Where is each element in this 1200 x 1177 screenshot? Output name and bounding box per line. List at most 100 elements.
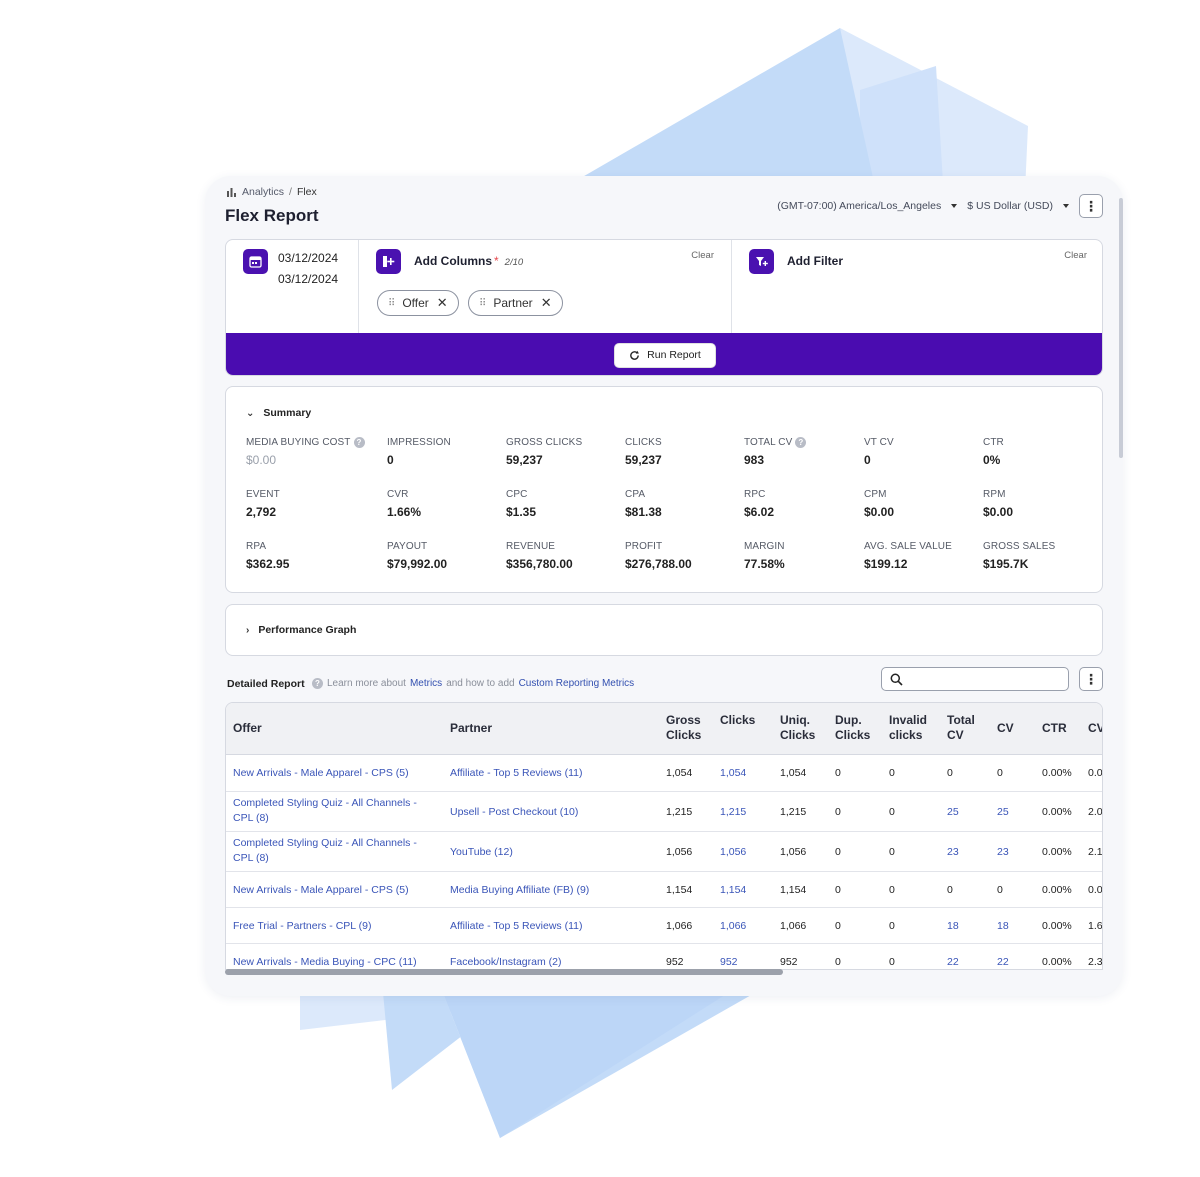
column-header[interactable]: Offer — [233, 721, 262, 735]
metric-label-text: RPM — [983, 489, 1006, 500]
drag-handle-icon[interactable]: ⠿ — [388, 297, 395, 309]
column-header[interactable]: Partner — [450, 721, 493, 735]
table-cell[interactable]: 1,054 — [720, 767, 747, 779]
metric-value: $362.95 — [246, 557, 290, 571]
partner-link[interactable]: Affiliate - Top 5 Reviews (11) — [450, 920, 583, 932]
column-header[interactable]: Gross Clicks — [666, 713, 702, 742]
column-header[interactable]: Clicks — [720, 713, 756, 727]
run-report-button[interactable]: Run Report — [614, 342, 716, 368]
learn-middle: and how to add — [446, 678, 515, 689]
table-cell[interactable]: 25 — [947, 806, 959, 818]
column-header[interactable]: Invalid clicks — [889, 713, 928, 742]
metric-label: GROSS SALES — [983, 541, 1055, 552]
more-options-button[interactable]: ⋮ — [1079, 194, 1103, 218]
table-cell: 0.00% — [1042, 884, 1072, 896]
table-cell[interactable]: 1,215 — [720, 806, 747, 818]
search-input[interactable] — [881, 667, 1069, 691]
timezone-select[interactable]: (GMT-07:00) America/Los_Angeles — [777, 200, 958, 212]
partner-link[interactable]: Facebook/Instagram (2) — [450, 956, 562, 968]
add-columns-label[interactable]: Add Columns * 2/10 — [414, 254, 523, 268]
table-cell[interactable]: 18 — [997, 920, 1009, 932]
table-cell: 0 — [997, 767, 1003, 779]
table-options-button[interactable]: ⋮ — [1079, 667, 1103, 691]
breadcrumb-separator: / — [289, 186, 292, 198]
metric-label: MARGIN — [744, 541, 785, 552]
date-range-picker[interactable]: 03/12/2024 03/12/2024 — [226, 240, 359, 333]
close-icon[interactable]: ✕ — [540, 295, 552, 310]
offer-link[interactable]: New Arrivals - Male Apparel - CPS (5) — [233, 884, 409, 896]
metric-total-cv: TOTAL CV? 983 — [744, 437, 807, 467]
column-header[interactable]: Total CV — [947, 713, 975, 742]
table-cell[interactable]: 952 — [720, 956, 738, 968]
breadcrumb: Analytics / Flex — [226, 186, 317, 198]
currency-select[interactable]: $ US Dollar (USD) — [967, 200, 1069, 212]
breadcrumb-analytics[interactable]: Analytics — [242, 186, 285, 198]
metric-label: EVENT — [246, 489, 280, 500]
table-cell[interactable]: 22 — [997, 956, 1009, 968]
metric-value: 77.58% — [744, 557, 785, 571]
metric-impression: IMPRESSION 0 — [387, 437, 451, 467]
filter-clear-button[interactable]: Clear — [1064, 250, 1087, 261]
table-cell[interactable]: 22 — [947, 956, 959, 968]
partner-link[interactable]: Affiliate - Top 5 Reviews (11) — [450, 767, 583, 779]
offer-link[interactable]: New Arrivals - Male Apparel - CPS (5) — [233, 767, 409, 779]
column-chip-partner[interactable]: ⠿ Partner ✕ — [468, 290, 563, 316]
metric-event: EVENT 2,792 — [246, 489, 280, 519]
vertical-scrollbar[interactable] — [1119, 198, 1123, 458]
close-icon[interactable]: ✕ — [436, 295, 448, 310]
offer-link[interactable]: Free Trial - Partners - CPL (9) — [233, 920, 372, 932]
drag-handle-icon[interactable]: ⠿ — [479, 297, 486, 309]
summary-toggle[interactable]: ⌄ Summary — [246, 407, 311, 419]
table-cell: 1,056 — [780, 846, 807, 858]
help-icon[interactable]: ? — [353, 437, 365, 448]
column-header[interactable]: Uniq. Clicks — [780, 713, 816, 742]
summary-panel: ⌄ Summary MEDIA BUYING COST? $0.00 IMPRESS… — [225, 386, 1103, 593]
column-header[interactable]: Dup. Clicks — [835, 713, 871, 742]
offer-link[interactable]: Completed Styling Quiz - All Channels - … — [233, 797, 417, 824]
table-cell[interactable]: 23 — [997, 846, 1009, 858]
table-cell[interactable]: 18 — [947, 920, 959, 932]
detailed-report-title: Detailed Report — [227, 678, 305, 690]
partner-link[interactable]: YouTube (12) — [450, 846, 513, 858]
performance-graph-toggle[interactable]: › Performance Graph — [246, 624, 356, 636]
table-cell[interactable]: 1,066 — [720, 920, 747, 932]
columns-clear-button[interactable]: Clear — [691, 250, 714, 261]
table-cell: 2.1 — [1088, 846, 1103, 858]
metric-cpm: CPM $0.00 — [864, 489, 894, 519]
metric-media-buying-cost: MEDIA BUYING COST? $0.00 — [246, 437, 365, 467]
table-cell[interactable]: 1,154 — [720, 884, 747, 896]
horizontal-scrollbar[interactable] — [225, 969, 783, 975]
table-cell: 0 — [889, 956, 895, 968]
partner-link[interactable]: Media Buying Affiliate (FB) (9) — [450, 884, 590, 896]
metric-value: $356,780.00 — [506, 557, 573, 571]
metric-value: 1.66% — [387, 505, 422, 519]
offer-link[interactable]: Completed Styling Quiz - All Channels - … — [233, 837, 417, 864]
summary-title: Summary — [263, 407, 312, 419]
chip-label: Partner — [493, 296, 533, 310]
table-cell: 0 — [889, 846, 895, 858]
add-filter-button[interactable]: Add Filter — [787, 254, 843, 268]
table-cell: 1,054 — [780, 767, 807, 779]
column-header[interactable]: CV — [997, 721, 1014, 735]
column-chip-offer[interactable]: ⠿ Offer ✕ — [377, 290, 459, 316]
table-cell: 1,154 — [666, 884, 693, 896]
page-title: Flex Report — [225, 206, 319, 225]
table-cell[interactable]: 23 — [947, 846, 959, 858]
metric-label-text: RPC — [744, 489, 766, 500]
table-cell[interactable]: 1,056 — [720, 846, 747, 858]
column-header[interactable]: CV — [1088, 721, 1102, 735]
custom-metrics-link[interactable]: Custom Reporting Metrics — [518, 678, 635, 689]
partner-link[interactable]: Upsell - Post Checkout (10) — [450, 806, 579, 818]
metrics-link[interactable]: Metrics — [409, 678, 443, 689]
analytics-icon — [227, 187, 236, 197]
table-cell[interactable]: 25 — [997, 806, 1009, 818]
table-row: Completed Styling Quiz - All Channels - … — [226, 832, 1103, 872]
table-cell: 0 — [835, 956, 841, 968]
offer-link[interactable]: New Arrivals - Media Buying - CPC (11) — [233, 956, 417, 968]
metric-label-text: CPM — [864, 489, 887, 500]
column-header[interactable]: CTR — [1042, 721, 1067, 735]
table-header: Offer Partner Gross Clicks Clicks Uniq. Clic… — [226, 703, 1102, 755]
chevron-right-icon: › — [246, 624, 250, 636]
help-icon[interactable]: ? — [795, 437, 807, 448]
refresh-icon — [630, 350, 640, 360]
